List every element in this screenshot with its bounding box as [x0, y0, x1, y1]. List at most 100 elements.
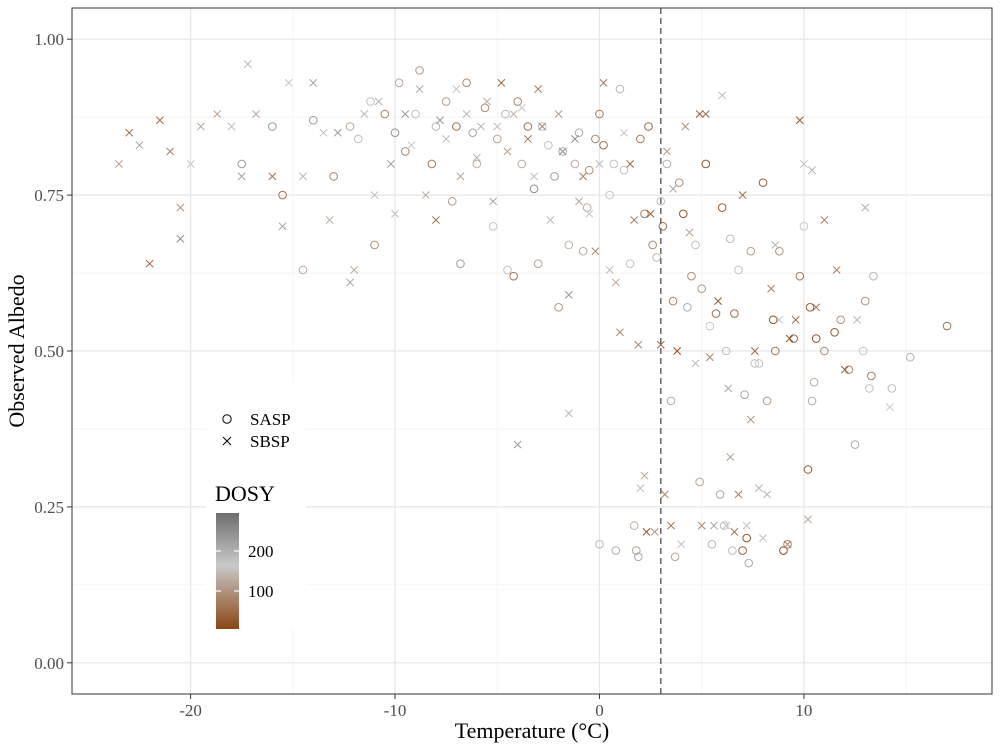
point-sasp [668, 296, 678, 306]
point-sbsp [176, 234, 185, 243]
point-sbsp [333, 128, 342, 137]
point-sasp [578, 246, 588, 256]
color-legend-label-200: 200 [248, 542, 274, 561]
point-sbsp [667, 521, 675, 530]
point-sasp [691, 240, 700, 250]
point-sasp [858, 346, 868, 356]
point-sbsp [695, 110, 704, 118]
point-sasp [865, 384, 874, 393]
point-sbsp [456, 172, 465, 181]
point-sbsp [415, 85, 424, 94]
point-sasp [472, 159, 482, 169]
point-sasp [501, 109, 510, 119]
point-sasp [850, 440, 860, 449]
point-sasp [523, 122, 533, 131]
point-sasp [599, 140, 608, 150]
point-sasp [869, 271, 878, 281]
point-sasp [544, 140, 553, 150]
legend: SASP SBSP DOSY 200 100 [206, 382, 306, 629]
point-sasp [537, 122, 547, 131]
point-sasp [726, 234, 735, 244]
point-sasp [754, 359, 764, 368]
point-sbsp [579, 172, 588, 181]
point-sbsp [421, 191, 430, 200]
point-sbsp [795, 116, 804, 125]
point-sasp [707, 540, 717, 549]
point-sbsp [861, 203, 870, 212]
point-sasp [783, 540, 792, 549]
point-sasp [730, 309, 739, 318]
point-sasp [652, 253, 662, 262]
point-sbsp [791, 315, 800, 324]
point-sbsp [759, 534, 767, 543]
point-sasp [717, 203, 727, 212]
point-sasp [427, 159, 437, 169]
point-sasp [468, 128, 478, 138]
point-sbsp [299, 172, 307, 181]
y-tick-label: 0.50 [34, 342, 64, 361]
point-sbsp [517, 103, 526, 112]
point-sasp [740, 390, 749, 399]
point-sbsp [227, 122, 236, 131]
point-sasp [662, 159, 672, 169]
point-sbsp [513, 440, 522, 449]
point-sasp [345, 122, 355, 131]
point-sbsp [754, 484, 763, 493]
point-sbsp [763, 490, 772, 499]
point-sasp [462, 78, 471, 88]
point-sbsp [611, 278, 620, 287]
point-sasp [329, 172, 338, 181]
point-sasp [811, 334, 821, 343]
point-sbsp [503, 147, 512, 156]
point-sasp [738, 546, 747, 555]
point-sasp [830, 327, 839, 337]
point-sbsp [730, 527, 739, 536]
point-sbsp [278, 222, 287, 231]
point-sasp [619, 165, 629, 175]
point-sbsp [656, 340, 665, 349]
point-sasp [625, 259, 635, 268]
point-sbsp [325, 216, 334, 224]
point-sasp [605, 190, 614, 200]
point-sbsp [489, 197, 498, 206]
point-sasp [750, 359, 760, 368]
point-sbsp [558, 147, 567, 156]
point-sbsp [462, 110, 471, 118]
point-sasp [640, 209, 649, 219]
point-sbsp [726, 453, 735, 461]
point-sasp [634, 552, 643, 562]
point-sbsp [493, 122, 502, 131]
legend-label-sbsp: SBSP [250, 432, 290, 451]
point-sbsp [812, 303, 821, 312]
point-sbsp [634, 340, 643, 349]
point-sbsp [360, 110, 369, 118]
point-sasp [836, 315, 846, 325]
point-sbsp [374, 97, 383, 106]
point-sbsp [115, 159, 123, 168]
point-sasp [298, 265, 308, 275]
point-sasp [803, 465, 813, 474]
point-sasp [758, 178, 768, 187]
point-sasp [629, 521, 639, 530]
point-sbsp [681, 122, 690, 131]
color-legend-title: DOSY [215, 481, 275, 506]
point-sbsp [509, 110, 518, 118]
point-sasp [574, 128, 584, 138]
point-sbsp [431, 216, 440, 224]
point-sbsp [722, 521, 731, 530]
legend-label-sasp: SASP [250, 410, 291, 429]
point-sbsp [391, 209, 399, 218]
point-sasp [595, 540, 604, 549]
y-tick-label: 0.00 [34, 654, 64, 673]
point-sbsp [155, 116, 164, 125]
axes: -20 -10 0 10 0.00 0.25 0.50 0.75 1.00 [34, 30, 812, 720]
point-sbsp [436, 116, 444, 125]
point-sasp [415, 66, 424, 75]
point-sasp [615, 84, 625, 94]
point-sasp [441, 97, 451, 106]
point-sasp [431, 122, 441, 131]
point-sasp [799, 221, 809, 231]
point-sbsp [626, 159, 635, 168]
point-sbsp [213, 110, 222, 118]
point-sasp [513, 97, 522, 106]
